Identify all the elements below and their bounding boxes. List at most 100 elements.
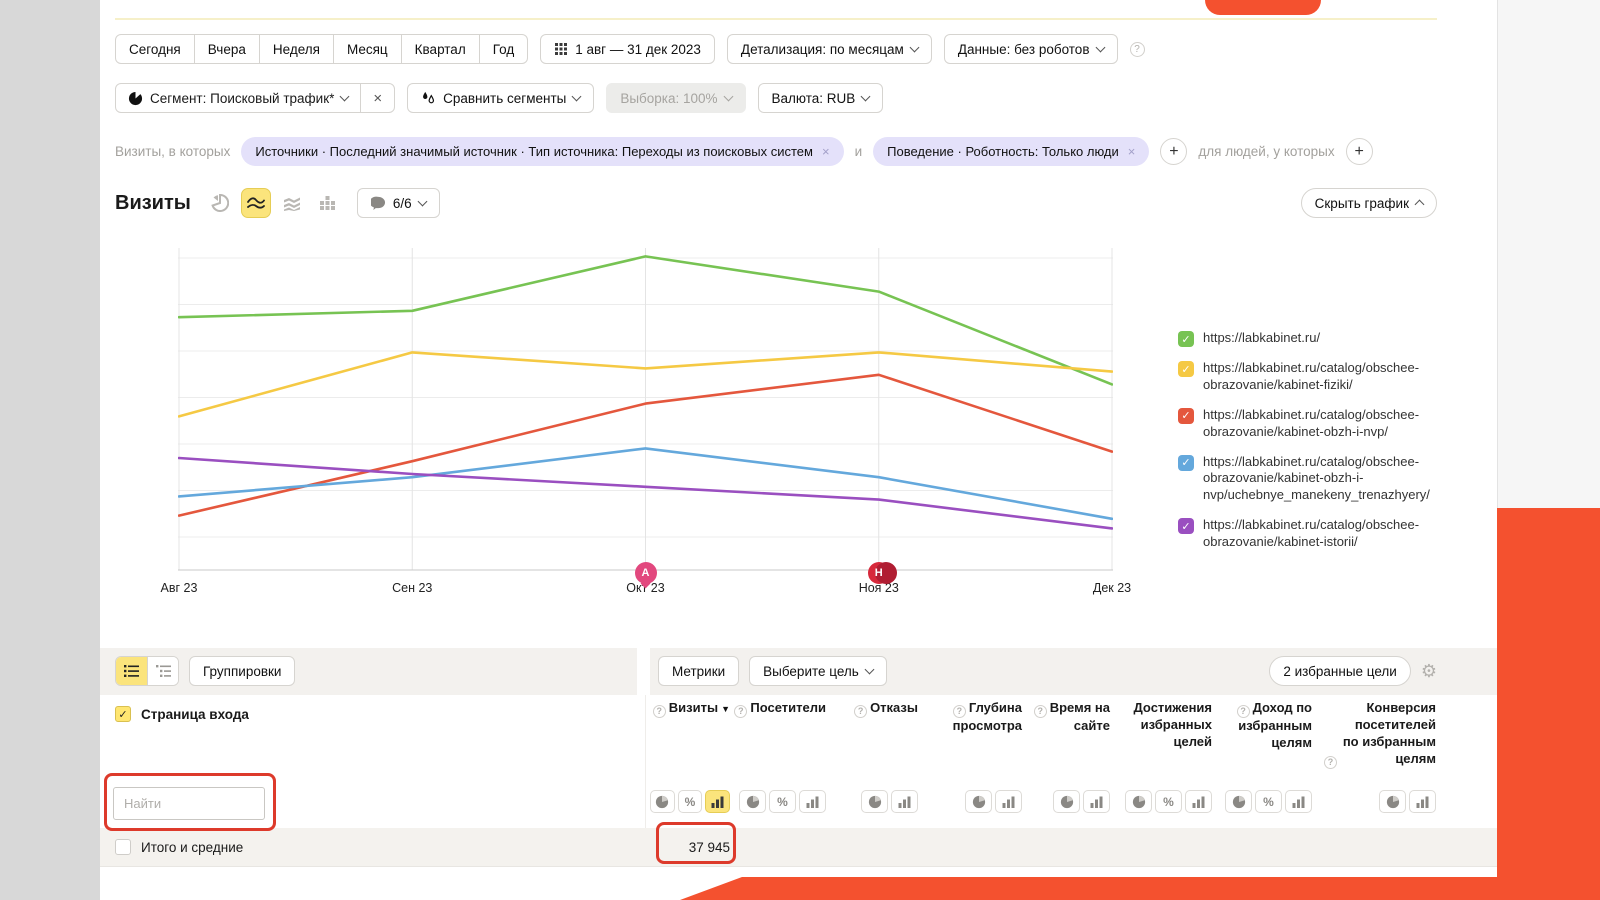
- totals-row: Итого и средние: [100, 828, 1497, 867]
- currency-dropdown[interactable]: Валюта: RUB: [757, 83, 884, 113]
- legend-checkbox[interactable]: ✓: [1178, 454, 1194, 471]
- column-header-3[interactable]: ? Глубина просмотра: [952, 700, 1022, 734]
- date-preset-2[interactable]: Неделя: [258, 34, 334, 64]
- pie-selector-button[interactable]: [1125, 790, 1152, 813]
- pie-selector-button[interactable]: [739, 790, 766, 813]
- percent-selector-button[interactable]: %: [1255, 790, 1282, 813]
- tab-underline: [115, 18, 1437, 20]
- legend-item-4[interactable]: ✓ https://labkabinet.ru/catalog/obschee-…: [1178, 517, 1478, 551]
- mini-bars-icon: [1090, 796, 1103, 808]
- chart-type-area-button[interactable]: [277, 188, 307, 218]
- percent-selector-button[interactable]: %: [677, 790, 703, 813]
- legend-item-1[interactable]: ✓ https://labkabinet.ru/catalog/obschee-…: [1178, 360, 1478, 394]
- legend-checkbox[interactable]: ✓: [1178, 407, 1194, 424]
- pie-selector-button[interactable]: [1379, 790, 1406, 813]
- date-preset-0[interactable]: Сегодня: [115, 34, 195, 64]
- dimension-checkbox[interactable]: ✓: [115, 706, 131, 722]
- bar-selector-button[interactable]: [1185, 790, 1212, 813]
- pie-selector-button[interactable]: [861, 790, 888, 813]
- data-mode-dropdown[interactable]: Данные: без роботов: [943, 34, 1118, 64]
- pie-icon: [1060, 795, 1073, 808]
- selector-group-7: [1316, 790, 1436, 813]
- date-preset-1[interactable]: Вчера: [193, 34, 260, 64]
- column-header-2[interactable]: ? Отказы: [830, 700, 918, 769]
- percent-icon: %: [777, 794, 788, 809]
- bar-selector-button[interactable]: [705, 790, 730, 813]
- x-axis-label-4: Дек 23: [1092, 581, 1132, 595]
- legend-checkbox[interactable]: ✓: [1178, 518, 1194, 535]
- pie-selector-button[interactable]: [1225, 790, 1252, 813]
- help-icon[interactable]: ?: [652, 705, 666, 719]
- compare-drops-icon: [423, 91, 435, 104]
- segment-dropdown[interactable]: Сегмент: Поисковый трафик*: [116, 84, 360, 112]
- date-preset-5[interactable]: Год: [478, 34, 529, 64]
- hide-chart-button[interactable]: Скрыть график: [1300, 188, 1437, 218]
- choose-goal-dropdown[interactable]: Выберите цель: [749, 656, 887, 686]
- segment-remove-button[interactable]: ×: [360, 84, 394, 112]
- totals-checkbox[interactable]: [115, 839, 131, 855]
- pie-selector-button[interactable]: [965, 790, 992, 813]
- help-icon[interactable]: ?: [1033, 705, 1047, 719]
- x-axis-label-1: Сен 23: [392, 581, 433, 595]
- filter-chip-behavior[interactable]: Поведение · Роботность: Только люди ×: [873, 137, 1150, 166]
- pie-selector-button[interactable]: [1053, 790, 1080, 813]
- chart-type-line-button[interactable]: [240, 188, 271, 218]
- list-view-button[interactable]: [116, 657, 147, 685]
- pie-selector-button[interactable]: [649, 790, 675, 813]
- percent-selector-button[interactable]: %: [1155, 790, 1182, 813]
- legend-checkbox[interactable]: ✓: [1178, 361, 1194, 377]
- date-preset-4[interactable]: Квартал: [400, 34, 480, 64]
- date-preset-3[interactable]: Месяц: [332, 34, 402, 64]
- help-icon[interactable]: ?: [734, 705, 748, 719]
- close-icon[interactable]: ×: [821, 144, 830, 159]
- series-line-4: [178, 456, 1113, 530]
- legend-item-2[interactable]: ✓ https://labkabinet.ru/catalog/obschee-…: [1178, 407, 1478, 441]
- date-range-button[interactable]: 1 авг — 31 дек 2023: [540, 34, 715, 64]
- metrica-report: Сегодня Вчера Неделя Месяц Квартал Год 1 авг …: [100, 0, 1497, 900]
- column-header-0[interactable]: ? Визиты ▼: [650, 700, 730, 769]
- bar-selector-button[interactable]: [1083, 790, 1110, 813]
- percent-selector-button[interactable]: %: [769, 790, 796, 813]
- help-icon[interactable]: ?: [854, 705, 868, 719]
- chart-type-bar-button[interactable]: [313, 188, 343, 218]
- legend-item-3[interactable]: ✓ https://labkabinet.ru/catalog/obschee-…: [1178, 454, 1478, 505]
- bar-selector-button[interactable]: [1285, 790, 1312, 813]
- bar-selector-button[interactable]: [891, 790, 918, 813]
- groupings-button[interactable]: Группировки: [189, 656, 296, 686]
- search-input[interactable]: [113, 787, 265, 820]
- column-header-5[interactable]: Достижения избранных целей: [1133, 700, 1212, 749]
- column-header-6[interactable]: ? Доход по избранным целям: [1236, 700, 1312, 751]
- gear-icon[interactable]: ⚙: [1420, 661, 1437, 681]
- help-icon[interactable]: ?: [1236, 705, 1250, 719]
- column-header-7[interactable]: ?Конверсия посетителей по избранным целя…: [1316, 700, 1436, 770]
- chart-marker-H[interactable]: H: [867, 562, 897, 584]
- help-icon[interactable]: ?: [952, 705, 966, 719]
- legend-item-0[interactable]: ✓ https://labkabinet.ru/: [1178, 330, 1478, 347]
- add-visit-filter-button[interactable]: +: [1160, 138, 1188, 165]
- add-people-filter-button[interactable]: +: [1345, 138, 1373, 165]
- series-counter-dropdown[interactable]: 6/6: [356, 188, 440, 218]
- chart-legend: ✓ https://labkabinet.ru/ ✓ https://labka…: [1178, 330, 1478, 564]
- bar-selector-button[interactable]: [799, 790, 826, 813]
- sampling-dropdown[interactable]: Выборка: 100%: [606, 83, 746, 113]
- decoration-orange-tab: [1205, 0, 1321, 15]
- sort-desc-icon: ▼: [721, 704, 730, 714]
- column-header-4[interactable]: ? Время на сайте: [1026, 700, 1110, 769]
- chart-type-pie-button[interactable]: [205, 188, 235, 218]
- help-icon[interactable]: ?: [1324, 756, 1337, 770]
- bar-selector-button[interactable]: [1409, 790, 1436, 813]
- pie-icon: [972, 795, 985, 808]
- chart-marker-A[interactable]: A: [634, 562, 657, 584]
- compare-segments-dropdown[interactable]: Сравнить сегменты: [407, 83, 595, 113]
- detalization-dropdown[interactable]: Детализация: по месяцам: [726, 34, 932, 64]
- filter-chip-sources[interactable]: Источники · Последний значимый источник …: [241, 137, 844, 166]
- column-header-1[interactable]: ? Посетители: [734, 700, 826, 769]
- help-icon[interactable]: ?: [1129, 41, 1145, 57]
- metrics-button[interactable]: Метрики: [658, 656, 740, 686]
- bar-selector-button[interactable]: [995, 790, 1022, 813]
- legend-checkbox[interactable]: ✓: [1178, 331, 1194, 347]
- close-icon[interactable]: ×: [1127, 144, 1136, 159]
- favorite-goals-button[interactable]: 2 избранные цели: [1269, 656, 1411, 686]
- tree-view-button[interactable]: [147, 657, 178, 685]
- totals-visits-value: 37 945: [688, 840, 730, 855]
